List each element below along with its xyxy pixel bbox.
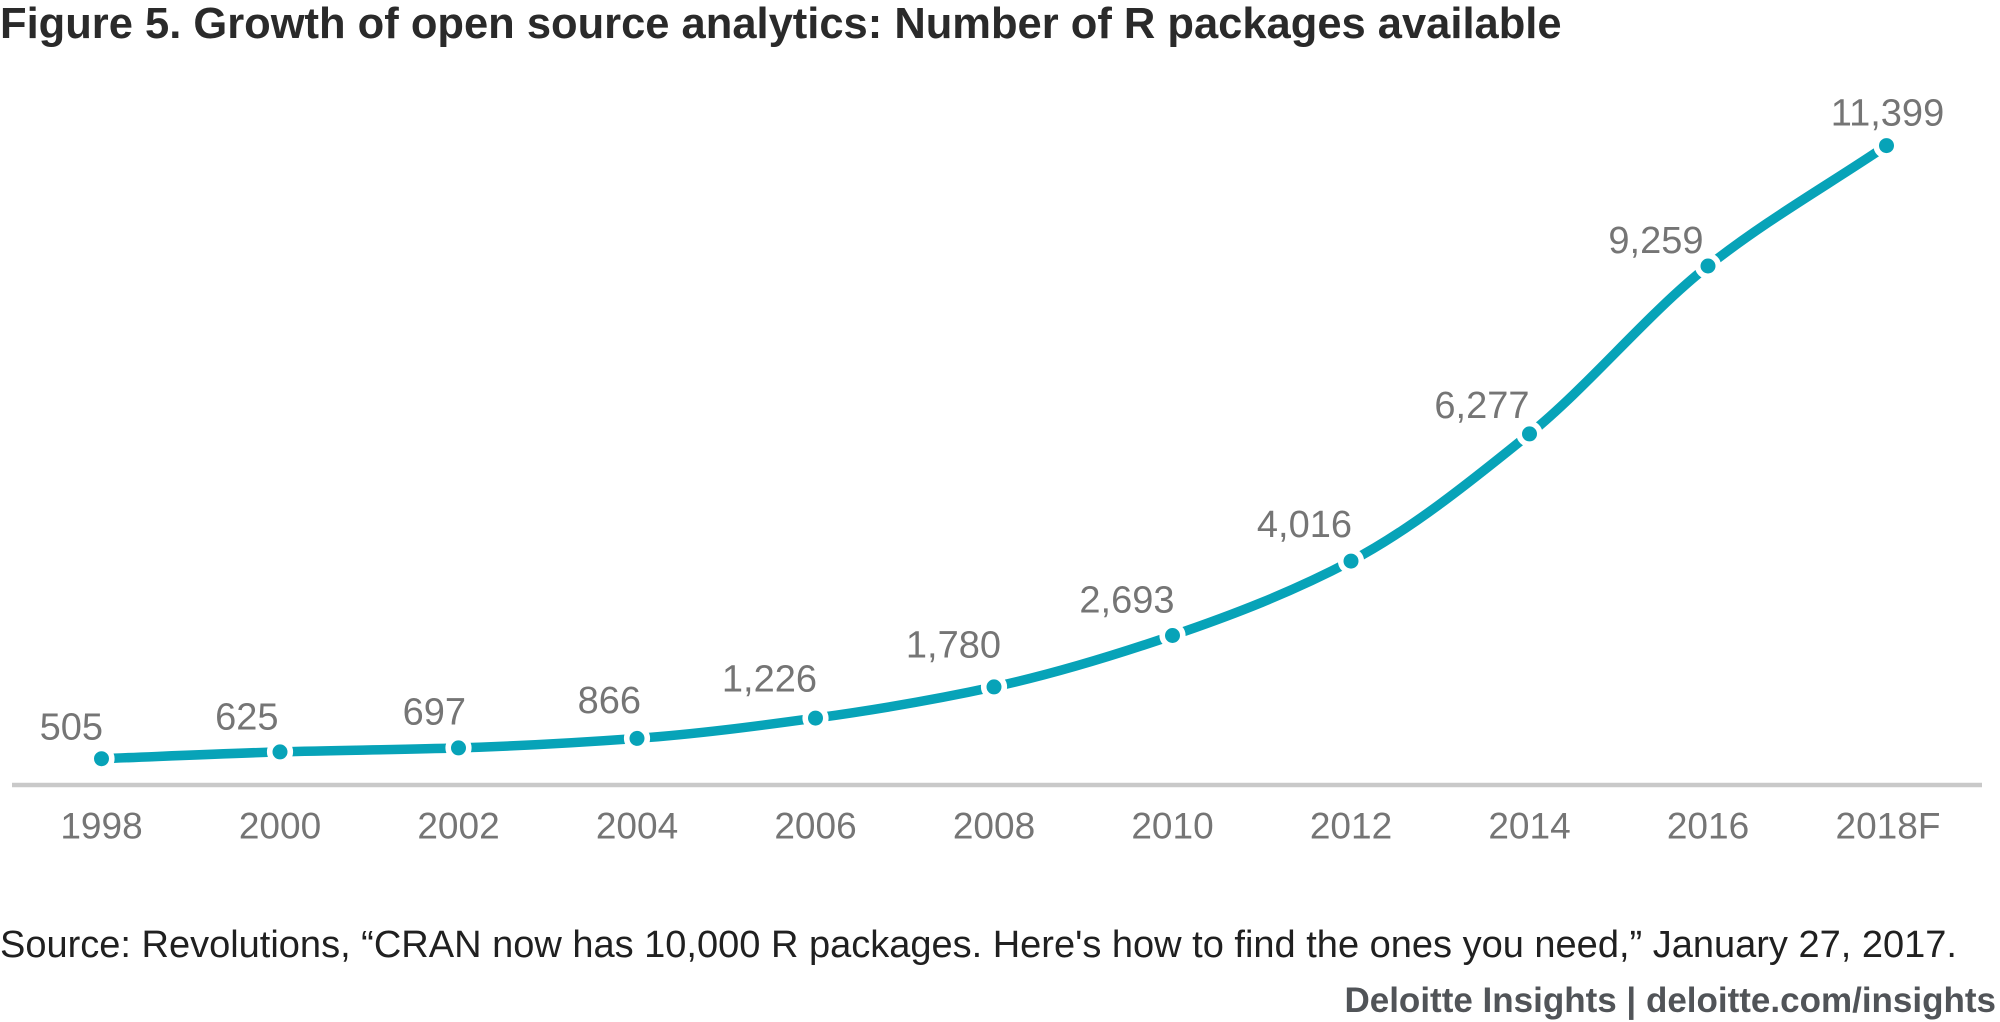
svg-text:2006: 2006	[774, 806, 856, 847]
svg-text:2010: 2010	[1131, 806, 1213, 847]
svg-text:6,277: 6,277	[1434, 385, 1529, 427]
svg-text:625: 625	[215, 697, 278, 739]
svg-text:1,226: 1,226	[722, 658, 817, 700]
svg-text:2018F: 2018F	[1836, 806, 1941, 847]
svg-text:2014: 2014	[1488, 806, 1570, 847]
svg-text:Source: Revolutions, “CRAN now: Source: Revolutions, “CRAN now has 10,00…	[0, 924, 1957, 966]
svg-text:697: 697	[403, 692, 466, 734]
svg-text:2016: 2016	[1667, 806, 1749, 847]
svg-text:Deloitte Insights | deloitte.c: Deloitte Insights | deloitte.com/insight…	[1344, 981, 1996, 1020]
svg-text:1998: 1998	[60, 806, 142, 847]
svg-text:2012: 2012	[1310, 806, 1392, 847]
svg-text:Figure 5. Growth of open sourc: Figure 5. Growth of open source analytic…	[0, 0, 1562, 48]
svg-text:866: 866	[578, 680, 641, 722]
svg-text:2004: 2004	[596, 806, 678, 847]
svg-text:11,399: 11,399	[1831, 93, 1944, 135]
svg-text:505: 505	[40, 707, 103, 749]
svg-text:4,016: 4,016	[1257, 504, 1352, 546]
svg-text:2002: 2002	[417, 806, 499, 847]
svg-text:2000: 2000	[239, 806, 321, 847]
svg-text:9,259: 9,259	[1608, 220, 1703, 262]
svg-text:2008: 2008	[953, 806, 1035, 847]
svg-text:1,780: 1,780	[906, 625, 1001, 667]
svg-text:2,693: 2,693	[1079, 579, 1174, 621]
